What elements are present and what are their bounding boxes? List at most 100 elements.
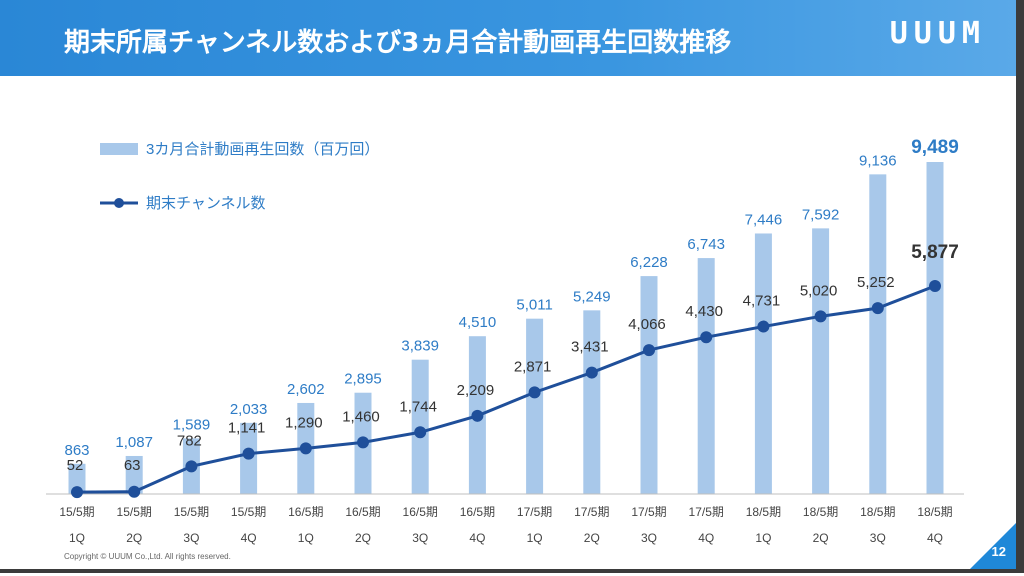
x-tick-quarter: 4Q <box>927 531 943 545</box>
legend-line-marker <box>114 198 124 208</box>
line-value-label: 1,141 <box>228 420 266 437</box>
x-tick-quarter: 4Q <box>698 531 714 545</box>
x-tick-period: 15/5期 <box>174 505 209 519</box>
x-tick-quarter: 2Q <box>355 531 371 545</box>
bar-value-label: 2,033 <box>230 401 268 418</box>
x-tick-period: 18/5期 <box>860 505 895 519</box>
line-point <box>814 310 827 323</box>
line-point <box>357 436 369 449</box>
x-tick-quarter: 2Q <box>126 531 142 545</box>
chart-legend: 3カ月合計動画再生回数（百万回） 期末チャンネル数 <box>100 141 379 212</box>
x-tick-quarter: 4Q <box>469 531 485 545</box>
line-point <box>700 331 713 344</box>
line-point <box>643 344 655 357</box>
bar-value-label: 863 <box>64 442 89 459</box>
bar-value-label: 3,839 <box>401 338 439 355</box>
bar-value-labels: 863 1,087 1,589 2,033 2,602 2,895 3,839 4,510 5,… <box>64 137 958 459</box>
x-tick-quarter: 2Q <box>584 531 600 545</box>
line-points <box>71 280 941 499</box>
frame-edge-right <box>1016 0 1024 573</box>
bar <box>583 310 601 494</box>
line-value-label: 4,430 <box>685 303 723 320</box>
legend-bar-swatch <box>100 143 138 155</box>
bar <box>812 228 830 494</box>
line-value-label: 5,252 <box>857 274 895 291</box>
line-value-label: 1,290 <box>285 414 323 431</box>
x-tick-period: 15/5期 <box>59 505 94 519</box>
slide-title: 期末所属チャンネル数および3ヵ月合計動画再生回数推移 <box>64 28 732 58</box>
x-tick-quarter: 3Q <box>641 531 657 545</box>
line-value-label: 782 <box>177 432 202 449</box>
x-tick-period: 15/5期 <box>231 505 266 519</box>
bar <box>926 162 944 494</box>
bar <box>754 233 772 495</box>
bar-value-label: 6,228 <box>630 254 668 271</box>
bar <box>526 318 544 494</box>
line-value-label: 4,731 <box>743 293 781 310</box>
brand-logo: UUUM <box>889 16 986 51</box>
x-tick-quarter: 4Q <box>241 531 257 545</box>
line-value-label: 52 <box>67 457 84 474</box>
x-tick-period: 17/5期 <box>631 505 666 519</box>
line-value-label: 2,871 <box>514 358 552 375</box>
line-point <box>471 409 484 422</box>
x-tick-period: 16/5期 <box>460 505 495 519</box>
x-tick-quarter: 3Q <box>183 531 199 545</box>
bar <box>697 258 715 494</box>
bar <box>68 463 86 494</box>
bar-value-label: 5,011 <box>516 297 552 314</box>
x-axis-ticks: 15/5期 1Q 15/5期 2Q 15/5期 3Q 15/5期 4Q 16/5期 1Q 16/5期… <box>59 505 952 545</box>
x-tick-period: 18/5期 <box>746 505 781 519</box>
line-point <box>757 320 770 333</box>
bar-value-label: 9,136 <box>859 152 897 169</box>
line-value-label: 63 <box>124 457 141 474</box>
x-tick-period: 18/5期 <box>917 505 952 519</box>
line-value-label: 5,877 <box>911 242 959 263</box>
legend-line-label: 期末チャンネル数 <box>146 195 266 212</box>
bar-value-label: 4,510 <box>459 314 497 331</box>
x-tick-quarter: 3Q <box>870 531 886 545</box>
x-tick-period: 15/5期 <box>117 505 152 519</box>
chart: 3カ月合計動画再生回数（百万回） 期末チャンネル数 863 1,087 1,589 2… <box>46 137 964 545</box>
line-point <box>929 280 941 292</box>
x-tick-quarter: 1Q <box>755 531 771 545</box>
line-value-label: 5,020 <box>800 282 838 299</box>
line-point <box>242 447 255 460</box>
bar-value-label: 7,446 <box>745 211 783 228</box>
line-point <box>414 426 427 439</box>
bar <box>125 455 143 494</box>
x-tick-period: 18/5期 <box>803 505 838 519</box>
bar-value-label: 7,592 <box>802 206 840 223</box>
x-tick-quarter: 1Q <box>527 531 543 545</box>
line-point <box>71 486 83 499</box>
line-value-label: 4,066 <box>628 316 666 333</box>
x-tick-quarter: 1Q <box>298 531 314 545</box>
x-tick-period: 17/5期 <box>517 505 552 519</box>
line-point <box>299 442 312 455</box>
page-number: 12 <box>991 544 1006 559</box>
line-value-label: 1,460 <box>342 408 380 425</box>
bar-value-label: 6,743 <box>687 236 725 253</box>
line-value-label: 1,744 <box>399 398 437 415</box>
copyright: Copyright © UUUM Co.,Ltd. All rights res… <box>64 552 231 561</box>
page-badge <box>970 523 1016 569</box>
line-point <box>528 386 541 399</box>
bar <box>640 276 658 494</box>
bar-value-label: 1,087 <box>115 434 153 451</box>
x-tick-quarter: 3Q <box>412 531 428 545</box>
line-series <box>76 284 936 494</box>
legend-bar-label: 3カ月合計動画再生回数（百万回） <box>146 141 379 158</box>
line-point <box>128 485 141 498</box>
slide-header: 期末所属チャンネル数および3ヵ月合計動画再生回数推移 UUUM <box>0 0 1016 76</box>
bar-value-label: 2,895 <box>344 371 382 388</box>
line-value-label: 2,209 <box>457 382 495 399</box>
bar-value-label: 1,589 <box>173 416 211 433</box>
line-point <box>585 366 598 379</box>
x-tick-quarter: 2Q <box>813 531 829 545</box>
x-tick-quarter: 1Q <box>69 531 85 545</box>
x-tick-period: 16/5期 <box>403 505 438 519</box>
bar-value-label: 2,602 <box>287 381 325 398</box>
line-point <box>871 302 884 315</box>
bar <box>869 174 887 495</box>
bar-value-label: 5,249 <box>573 288 611 305</box>
